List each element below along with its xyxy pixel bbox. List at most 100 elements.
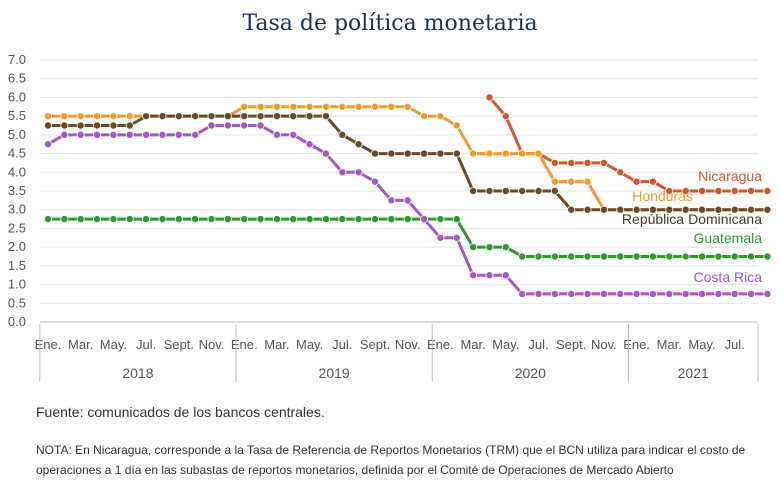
x-tick-label: May.	[688, 337, 715, 352]
data-point	[599, 158, 608, 167]
y-tick-label: 3.0	[8, 202, 26, 217]
data-point	[665, 289, 674, 298]
data-point	[125, 215, 134, 224]
data-point	[207, 121, 216, 130]
data-point	[256, 102, 265, 111]
data-point	[485, 271, 494, 280]
data-point	[76, 112, 85, 121]
data-point	[616, 168, 625, 177]
data-point	[272, 102, 281, 111]
data-point	[681, 186, 690, 195]
chart-title: Tasa de política monetaria	[242, 11, 537, 36]
data-point	[125, 121, 134, 130]
data-point	[191, 112, 200, 121]
y-tick-label: 0.5	[8, 295, 26, 310]
data-point	[240, 215, 249, 224]
x-tick-label: Jul.	[332, 337, 352, 352]
data-point	[256, 112, 265, 121]
data-point	[44, 215, 53, 224]
data-point	[207, 112, 216, 121]
year-label: 2021	[678, 365, 709, 381]
data-point	[125, 112, 134, 121]
data-point	[632, 177, 641, 186]
x-tick-label: Nov.	[199, 337, 225, 352]
data-point	[714, 289, 723, 298]
x-tick-label: Jul.	[528, 337, 548, 352]
data-point	[44, 140, 53, 149]
y-tick-label: 2.5	[8, 220, 26, 235]
data-point	[420, 149, 429, 158]
data-point	[550, 177, 559, 186]
data-point	[436, 215, 445, 224]
y-tick-label: 3.5	[8, 183, 26, 198]
data-point	[354, 168, 363, 177]
data-point	[648, 177, 657, 186]
data-point	[698, 252, 707, 261]
data-point	[632, 252, 641, 261]
data-point	[714, 252, 723, 261]
y-tick-label: 5.5	[8, 108, 26, 123]
data-point	[616, 205, 625, 214]
data-point	[158, 130, 167, 139]
data-point	[599, 252, 608, 261]
data-point	[158, 112, 167, 121]
data-point	[403, 215, 412, 224]
data-point	[174, 215, 183, 224]
data-point	[289, 112, 298, 121]
x-tick-label: Sept.	[164, 337, 194, 352]
series-guatemala	[44, 215, 772, 261]
data-point	[518, 252, 527, 261]
data-point	[109, 121, 118, 130]
data-point	[240, 121, 249, 130]
data-point	[501, 112, 510, 121]
y-tick-label: 5.0	[8, 127, 26, 142]
data-point	[763, 205, 772, 214]
data-point	[698, 289, 707, 298]
data-point	[158, 215, 167, 224]
data-point	[60, 121, 69, 130]
data-point	[289, 215, 298, 224]
data-point	[256, 215, 265, 224]
data-point	[387, 215, 396, 224]
data-point	[599, 289, 608, 298]
data-point	[191, 215, 200, 224]
y-tick-label: 6.5	[8, 71, 26, 86]
data-point	[403, 196, 412, 205]
data-point	[518, 289, 527, 298]
data-point	[256, 121, 265, 130]
x-tick-label: Jul.	[136, 337, 156, 352]
data-point	[93, 121, 102, 130]
data-point	[305, 215, 314, 224]
data-point	[763, 289, 772, 298]
data-point	[714, 186, 723, 195]
data-point	[60, 112, 69, 121]
data-point	[567, 289, 576, 298]
data-point	[76, 121, 85, 130]
data-point	[452, 215, 461, 224]
data-point	[698, 186, 707, 195]
data-point	[485, 93, 494, 102]
data-point	[76, 130, 85, 139]
data-point	[354, 102, 363, 111]
policy-rate-chart: Tasa de política monetaria 0.0 0.5 1.0 1.5 2…	[8, 11, 772, 382]
data-point	[714, 205, 723, 214]
x-tick-label: Nov.	[395, 337, 421, 352]
data-point	[240, 102, 249, 111]
data-point	[321, 102, 330, 111]
data-point	[730, 252, 739, 261]
data-point	[518, 186, 527, 195]
y-tick-label: 1.0	[8, 277, 26, 292]
data-point	[452, 121, 461, 130]
data-point	[370, 102, 379, 111]
x-tick-label: Jul.	[725, 337, 745, 352]
data-point	[387, 102, 396, 111]
data-point	[321, 215, 330, 224]
data-point	[305, 102, 314, 111]
data-point	[747, 186, 756, 195]
data-point	[354, 215, 363, 224]
data-point	[681, 252, 690, 261]
data-point	[223, 121, 232, 130]
data-point	[632, 289, 641, 298]
data-point	[452, 149, 461, 158]
data-point	[485, 243, 494, 252]
